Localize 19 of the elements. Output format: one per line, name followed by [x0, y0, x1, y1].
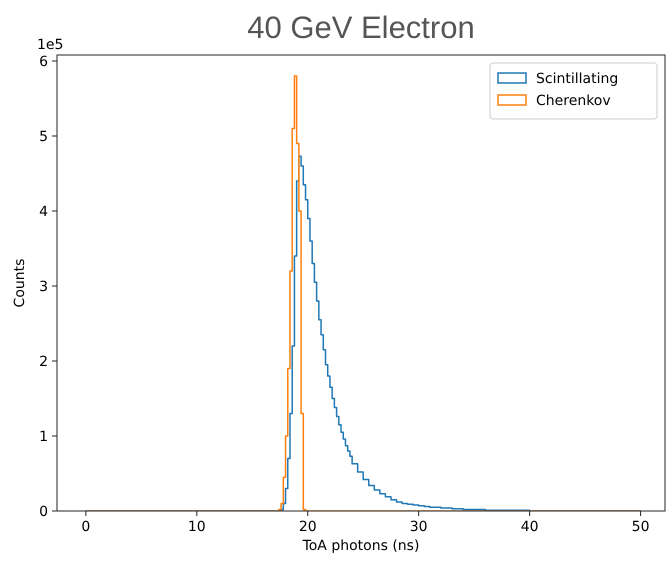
- text: 1e5: [37, 37, 64, 53]
- x-tick-label: 10: [188, 519, 206, 535]
- y-tick-label: 3: [39, 279, 48, 295]
- x-tick-label: 0: [81, 519, 90, 535]
- y-tick-label: 1: [39, 429, 48, 445]
- x-tick-label: 30: [410, 519, 428, 535]
- y-tick-label: 0: [39, 504, 48, 520]
- x-axis-title: ToA photons (ns): [302, 538, 420, 554]
- y-tick-label: 5: [39, 129, 48, 145]
- y-tick-label: 2: [39, 354, 48, 370]
- x-tick-label: 20: [298, 519, 317, 535]
- x-tick-label: 40: [520, 519, 539, 535]
- y-tick-label: 4: [39, 204, 48, 220]
- y-tick-label: 6: [39, 54, 48, 70]
- y-axis-title: Counts: [12, 258, 28, 308]
- chart-title: 40 GeV Electron: [247, 10, 475, 45]
- legend-label: Scintillating: [536, 71, 618, 87]
- legend-label: Cherenkov: [536, 93, 611, 109]
- x-tick-label: 50: [632, 519, 650, 535]
